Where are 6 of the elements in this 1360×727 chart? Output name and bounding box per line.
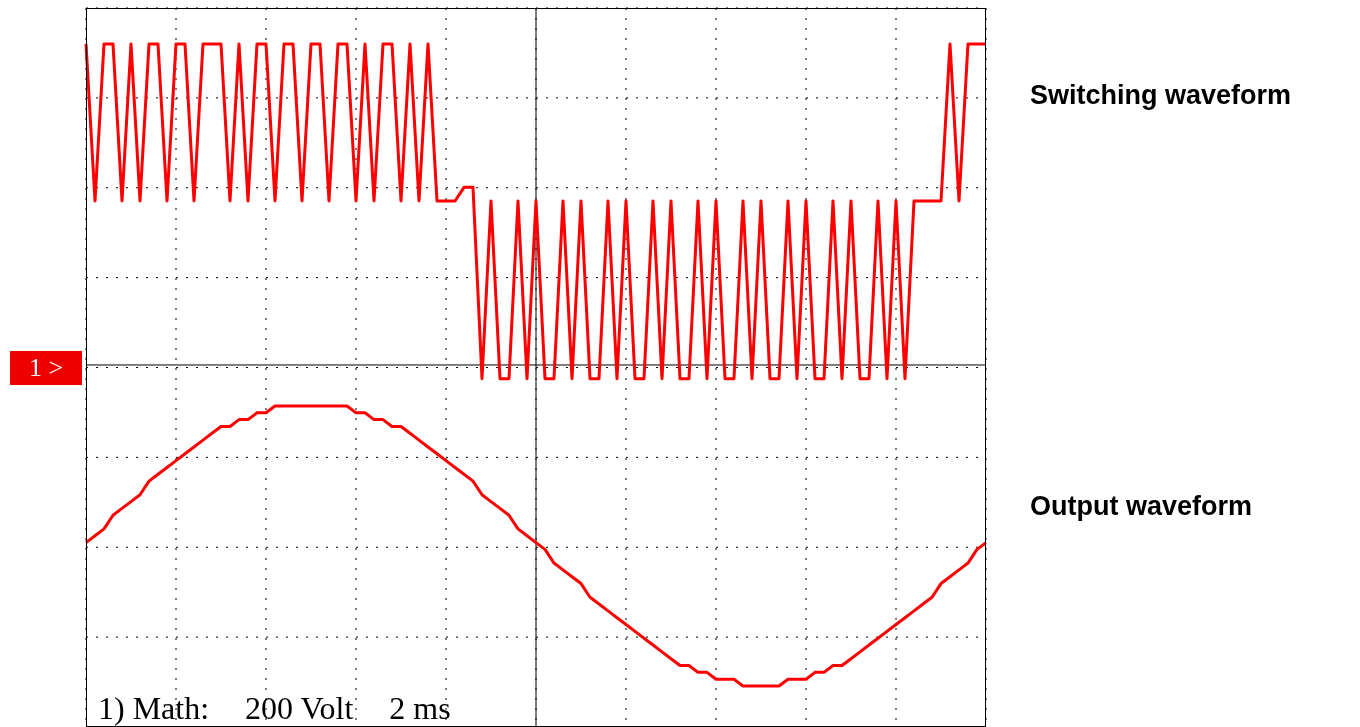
series-label: Output waveform <box>1030 490 1253 522</box>
text: 1 > <box>10 350 82 385</box>
text: Switching waveform <box>1030 79 1292 111</box>
annotation: 2 ms <box>389 690 451 727</box>
annotation: 200 Volt <box>245 690 354 727</box>
annotation: 1) Math: <box>98 690 210 727</box>
